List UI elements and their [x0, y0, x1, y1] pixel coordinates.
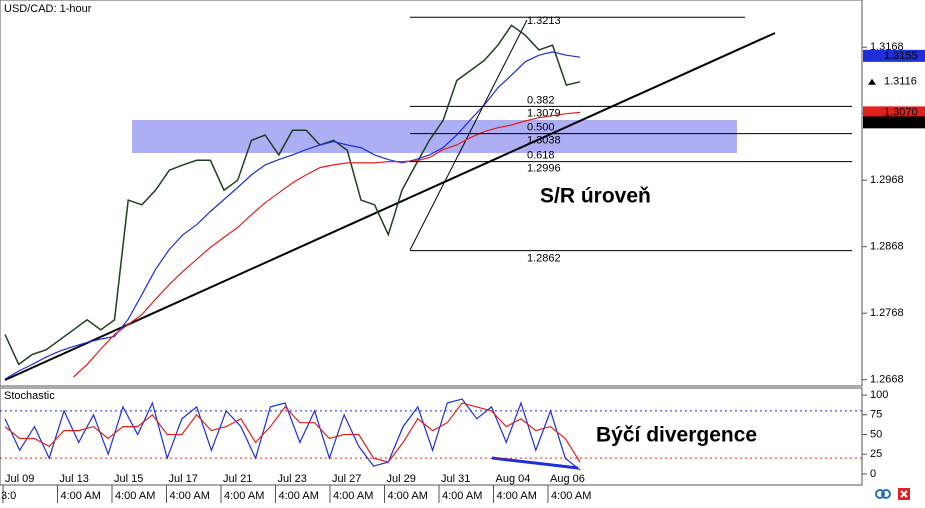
- x-time-label: 4:00 AM: [333, 490, 373, 502]
- x-time-label: 4:00 AM: [442, 490, 482, 502]
- annotation: Býčí divergence: [596, 424, 757, 447]
- x-date-label: Jul 09: [5, 473, 34, 485]
- divergence-line: [491, 456, 579, 470]
- fib-ratio: 0.500: [527, 122, 555, 134]
- chart-title: USD/CAD: 1-hour: [4, 3, 92, 15]
- x-date-label: Jul 17: [169, 473, 198, 485]
- x-time-label: 4:00 AM: [224, 490, 264, 502]
- annotation: S/R úroveň: [540, 185, 651, 208]
- fib-diagonal: [409, 19, 528, 251]
- y-tick-label: 0: [870, 468, 876, 480]
- price-label: 1.3155: [884, 50, 918, 62]
- series-line: [4, 398, 581, 471]
- fib-value: 1.3079: [527, 107, 561, 119]
- fib-ratio: 0.618: [527, 149, 555, 161]
- fib-ratio: 0.382: [527, 94, 555, 106]
- price-marker: [868, 78, 876, 85]
- y-tick-label: 1.2868: [870, 241, 904, 253]
- y-tick-label: 1.2968: [870, 174, 904, 186]
- price-label-bg: [863, 49, 925, 62]
- x-time-label: 4:00 AM: [279, 490, 319, 502]
- x-date-label: Jul 27: [332, 473, 361, 485]
- x-date-label: Aug 04: [496, 473, 531, 485]
- x-time-label: 4:00 AM: [497, 490, 537, 502]
- x-date-label: Aug 06: [550, 473, 585, 485]
- fib-value: 1.2862: [527, 253, 561, 265]
- fib-value: 1.3213: [527, 15, 561, 27]
- price-label: 1.3070: [884, 106, 918, 118]
- y-tick-label: 100: [870, 389, 888, 401]
- x-date-label: Jul 29: [387, 473, 416, 485]
- y-tick-label: 1.2668: [870, 374, 904, 386]
- trendline: [4, 32, 776, 381]
- price-panel: [0, 0, 863, 387]
- stochastic-panel: [0, 387, 863, 486]
- x-date-label: Jul 21: [223, 473, 252, 485]
- x-date-label: Jul 23: [278, 473, 307, 485]
- x-date-label: Jul 31: [441, 473, 470, 485]
- y-tick-label: 1.2768: [870, 307, 904, 319]
- price-label-bg: [863, 75, 925, 88]
- price-label-bg: [863, 106, 925, 119]
- x-time-label: 4:00 AM: [551, 490, 591, 502]
- x-time-label: 4:00 AM: [115, 490, 155, 502]
- x-time-label: 4:00 AM: [61, 490, 101, 502]
- price-label: 1.3055: [884, 116, 918, 128]
- icons: [875, 488, 910, 500]
- price-label-bg: [863, 116, 925, 129]
- stochastic-title: Stochastic: [4, 390, 55, 402]
- fib-value: 1.2996: [527, 162, 561, 174]
- x-time-label: 3:0: [1, 490, 16, 502]
- title-bg: [1, 1, 109, 17]
- series-line: [4, 51, 581, 380]
- x-date-label: Jul 13: [60, 473, 89, 485]
- series-line: [73, 111, 581, 378]
- fib-value: 1.3038: [527, 135, 561, 147]
- series-line: [4, 24, 581, 366]
- price-label: 1.3116: [884, 76, 917, 88]
- sr-zone: [132, 120, 737, 153]
- y-tick-label: 25: [870, 448, 882, 460]
- x-date-label: Jul 15: [114, 473, 143, 485]
- x-time-label: 4:00 AM: [388, 490, 428, 502]
- y-tick-label: 50: [870, 428, 882, 440]
- y-tick-label: 75: [870, 409, 882, 421]
- x-time-label: 4:00 AM: [170, 490, 210, 502]
- series-line: [4, 402, 581, 463]
